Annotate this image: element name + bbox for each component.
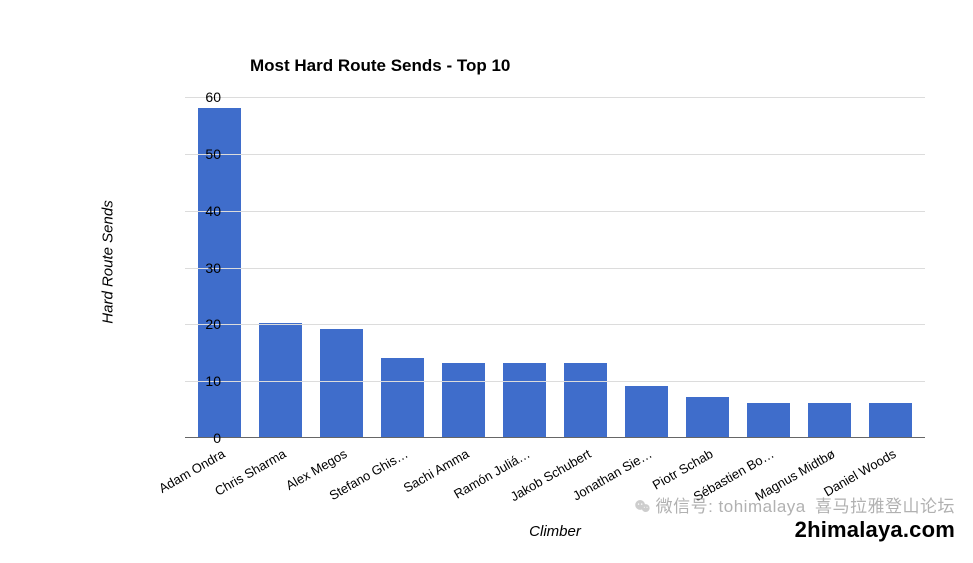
y-tick-label: 60 xyxy=(181,89,221,105)
y-tick-label: 30 xyxy=(181,260,221,276)
bar-slot xyxy=(799,86,860,437)
watermark-url: 2himalaya.com xyxy=(795,517,955,543)
bar-slot xyxy=(311,86,372,437)
gridline xyxy=(185,154,925,155)
bar xyxy=(259,323,303,437)
watermark-wechat: 微信号: tohimalaya 喜马拉雅登山论坛 xyxy=(633,492,955,517)
y-tick-label: 10 xyxy=(181,373,221,389)
bar-slot xyxy=(738,86,799,437)
bar xyxy=(747,403,791,437)
gridline xyxy=(185,97,925,98)
bar-slot xyxy=(616,86,677,437)
bar xyxy=(320,329,364,437)
bar xyxy=(503,363,547,437)
gridline xyxy=(185,324,925,325)
bar-slot xyxy=(860,86,921,437)
bar xyxy=(381,358,425,437)
bar-slot xyxy=(433,86,494,437)
bar xyxy=(869,403,913,437)
bar xyxy=(808,403,852,437)
bar xyxy=(686,397,730,437)
gridline xyxy=(185,268,925,269)
bar-slot xyxy=(677,86,738,437)
chart-container: Most Hard Route Sends - Top 10 Hard Rout… xyxy=(0,0,973,563)
bar xyxy=(625,386,669,437)
chart-title: Most Hard Route Sends - Top 10 xyxy=(250,56,510,76)
watermark-cn-tail: 喜马拉雅登山论坛 xyxy=(815,497,955,516)
gridline xyxy=(185,211,925,212)
y-tick-label: 40 xyxy=(181,203,221,219)
y-tick-label: 20 xyxy=(181,316,221,332)
wechat-icon xyxy=(633,497,652,516)
bars-group xyxy=(185,86,925,437)
x-axis-title: Climber xyxy=(529,523,581,540)
bar xyxy=(442,363,486,437)
y-axis-title: Hard Route Sends xyxy=(100,200,117,323)
gridline xyxy=(185,381,925,382)
bar-slot xyxy=(555,86,616,437)
bar-slot xyxy=(372,86,433,437)
plot-area xyxy=(185,86,925,438)
watermark-wechat-text: 微信号: tohimalaya xyxy=(656,497,806,516)
bar-slot xyxy=(250,86,311,437)
bar xyxy=(564,363,608,437)
y-tick-label: 50 xyxy=(181,146,221,162)
bar-slot xyxy=(494,86,555,437)
